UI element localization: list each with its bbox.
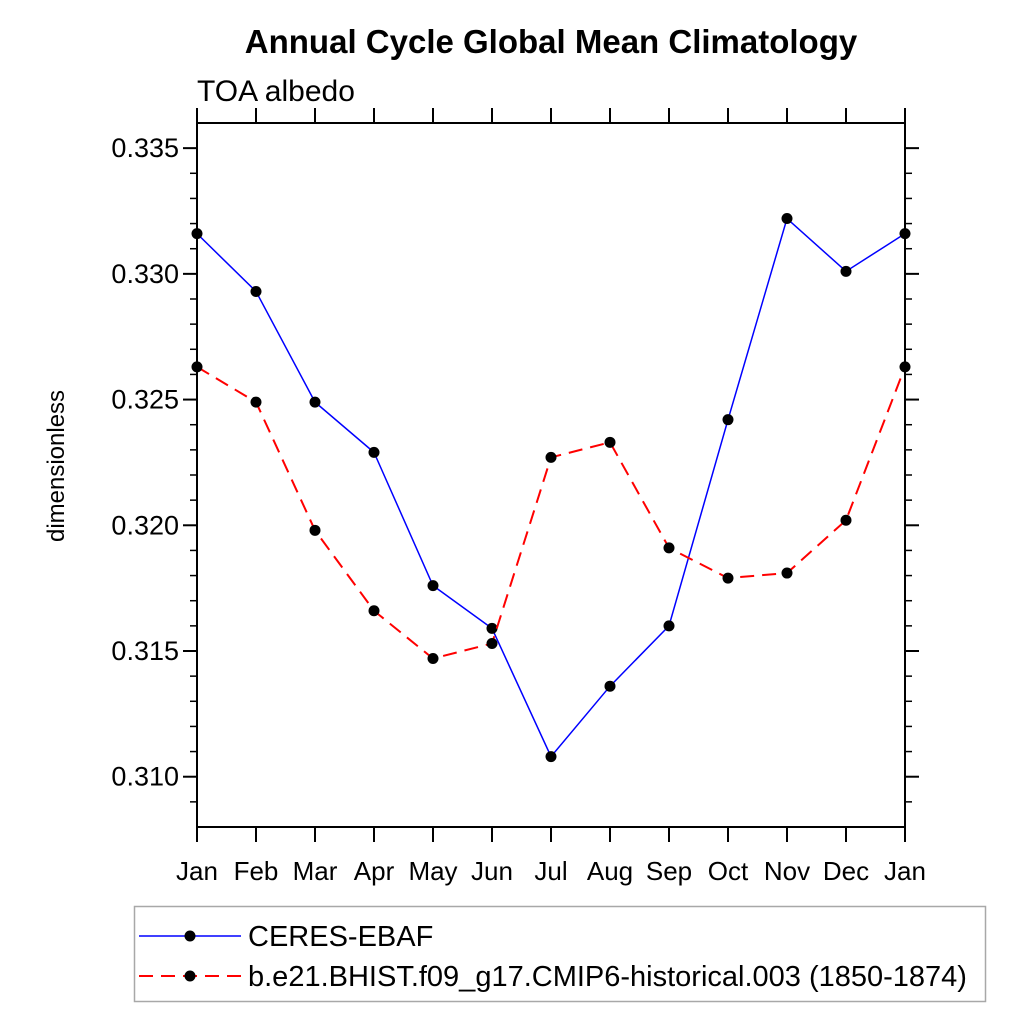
y-tick-label: 0.325 (111, 385, 179, 415)
data-point-marker (486, 637, 498, 649)
data-point-marker (368, 605, 380, 617)
y-tick-label: 0.330 (111, 259, 179, 289)
data-point-marker (663, 542, 675, 554)
data-point-marker (250, 396, 262, 408)
y-axis-label: dimensionless (43, 390, 70, 542)
data-point-marker (545, 451, 557, 463)
data-point-marker (250, 285, 262, 297)
x-tick-label: Jan (884, 856, 926, 886)
x-tick-label: May (408, 856, 457, 886)
chart-title: Annual Cycle Global Mean Climatology (245, 23, 858, 60)
data-series (191, 213, 911, 763)
y-tick-label: 0.310 (111, 762, 179, 792)
data-point-marker (368, 446, 380, 458)
x-tick-label: Dec (823, 856, 869, 886)
data-point-marker (191, 361, 203, 373)
x-tick-label: Jul (534, 856, 567, 886)
data-point-marker (722, 414, 734, 426)
data-point-marker (427, 580, 439, 592)
legend-box (133, 905, 987, 1003)
x-tick-label: Oct (708, 856, 749, 886)
y-tick-label: 0.320 (111, 510, 179, 540)
data-point-marker (309, 524, 321, 536)
y-tick-label: 0.335 (111, 133, 179, 163)
series-line-1 (196, 366, 906, 660)
chart-subtitle: TOA albedo (197, 75, 355, 108)
x-tick-label: Jan (176, 856, 218, 886)
series-line-0 (196, 217, 906, 758)
x-tick-label: Apr (354, 856, 395, 886)
axes: 0.310 0.315 0.320 0.325 0.330 0.335 Jan Feb Mar A… (111, 108, 926, 886)
data-point-marker (427, 653, 439, 665)
x-tick-label: Feb (234, 856, 279, 886)
data-point-marker (899, 228, 911, 240)
x-tick-label: Nov (764, 856, 810, 886)
x-tick-label: Sep (646, 856, 692, 886)
legend: CERES-EBAF b.e21.BHIST.f09_g17.CMIP6-hist… (133, 905, 987, 1003)
data-point-marker (309, 396, 321, 408)
legend-marker-sample (184, 930, 196, 942)
data-point-marker (191, 228, 203, 240)
data-point-marker (781, 567, 793, 579)
data-point-marker (840, 514, 852, 526)
data-point-marker (545, 751, 557, 763)
data-point-marker (781, 213, 793, 225)
data-point-marker (604, 436, 616, 448)
x-tick-label: Mar (293, 856, 338, 886)
legend-label: b.e21.BHIST.f09_g17.CMIP6-historical.003… (248, 961, 967, 993)
x-tick-label: Aug (587, 856, 633, 886)
data-point-marker (486, 622, 498, 634)
data-point-marker (840, 265, 852, 277)
legend-marker-sample (184, 970, 196, 982)
data-point-marker (604, 680, 616, 692)
legend-label: CERES-EBAF (248, 921, 433, 953)
data-point-marker (899, 361, 911, 373)
x-tick-label: Jun (471, 856, 513, 886)
data-point-marker (663, 620, 675, 632)
y-tick-label: 0.315 (111, 636, 179, 666)
data-point-marker (722, 572, 734, 584)
